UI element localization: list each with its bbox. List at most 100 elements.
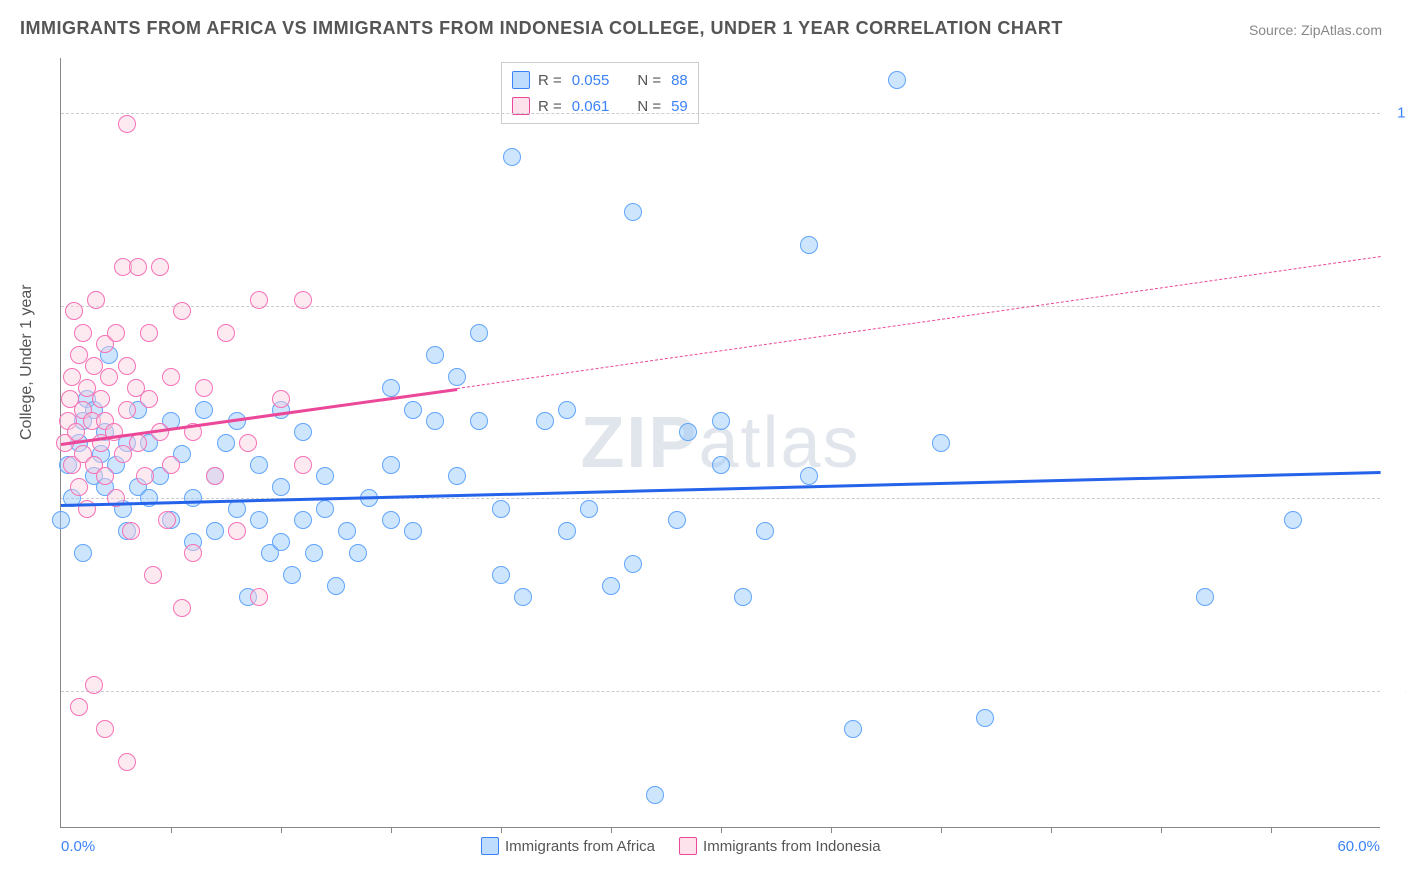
point-indonesia [239,434,257,452]
legend-item-indonesia: Immigrants from Indonesia [679,837,881,855]
correlation-legend: R = 0.055 N = 88 R = 0.061 N = 59 [501,62,699,124]
point-africa [426,412,444,430]
swatch-blue-icon [512,71,530,89]
point-africa [448,467,466,485]
source-label: Source: ZipAtlas.com [1249,22,1382,38]
point-africa [734,588,752,606]
point-africa [426,346,444,364]
x-minor-tick [501,827,502,833]
point-africa [448,368,466,386]
point-indonesia [162,456,180,474]
point-africa [195,401,213,419]
series-legend: Immigrants from Africa Immigrants from I… [481,837,881,855]
point-africa [580,500,598,518]
point-indonesia [96,467,114,485]
point-indonesia [228,522,246,540]
point-africa [503,148,521,166]
point-africa [1284,511,1302,529]
point-africa [283,566,301,584]
point-indonesia [162,368,180,386]
point-africa [492,500,510,518]
x-minor-tick [1161,827,1162,833]
point-africa [492,566,510,584]
point-indonesia [184,544,202,562]
x-minor-tick [1051,827,1052,833]
point-africa [712,456,730,474]
point-africa [514,588,532,606]
point-indonesia [217,324,235,342]
point-indonesia [85,676,103,694]
x-tick-end: 60.0% [1337,838,1380,855]
point-africa [327,577,345,595]
point-indonesia [65,302,83,320]
point-indonesia [206,467,224,485]
swatch-pink-icon [679,837,697,855]
point-indonesia [140,324,158,342]
point-indonesia [114,445,132,463]
legend-row-africa: R = 0.055 N = 88 [512,67,688,93]
point-africa [668,511,686,529]
y-tick-label: 100.0% [1388,105,1406,122]
x-minor-tick [391,827,392,833]
point-africa [646,786,664,804]
point-indonesia [70,698,88,716]
point-africa [470,412,488,430]
point-africa [888,71,906,89]
point-africa [800,236,818,254]
x-minor-tick [281,827,282,833]
point-indonesia [118,753,136,771]
point-indonesia [173,599,191,617]
x-minor-tick [941,827,942,833]
point-indonesia [158,511,176,529]
point-africa [272,478,290,496]
point-indonesia [144,566,162,584]
point-indonesia [151,258,169,276]
point-africa [294,511,312,529]
point-africa [316,467,334,485]
point-africa [382,511,400,529]
point-africa [932,434,950,452]
point-africa [206,522,224,540]
trendline-indonesia-dash [457,256,1381,389]
point-indonesia [74,324,92,342]
point-africa [602,577,620,595]
point-indonesia [87,291,105,309]
legend-row-indonesia: R = 0.061 N = 59 [512,93,688,119]
x-minor-tick [611,827,612,833]
chart-title: IMMIGRANTS FROM AFRICA VS IMMIGRANTS FRO… [20,18,1063,39]
point-indonesia [272,390,290,408]
gridline-h [61,691,1380,692]
point-indonesia [136,467,154,485]
point-africa [712,412,730,430]
point-indonesia [140,390,158,408]
point-africa [404,401,422,419]
point-indonesia [96,720,114,738]
point-africa [558,401,576,419]
point-indonesia [195,379,213,397]
point-africa [382,379,400,397]
point-africa [624,555,642,573]
y-tick-label: 82.5% [1388,297,1406,314]
point-africa [250,511,268,529]
point-africa [250,456,268,474]
point-africa [800,467,818,485]
point-africa [338,522,356,540]
point-indonesia [129,434,147,452]
trendline-africa [61,471,1381,507]
point-africa [349,544,367,562]
y-tick-label: 47.5% [1388,682,1406,699]
point-africa [184,489,202,507]
point-indonesia [294,291,312,309]
point-africa [294,423,312,441]
point-africa [272,533,290,551]
point-indonesia [122,522,140,540]
point-indonesia [118,401,136,419]
point-africa [976,709,994,727]
point-africa [536,412,554,430]
point-indonesia [100,368,118,386]
x-tick-start: 0.0% [61,838,95,855]
gridline-h [61,113,1380,114]
point-indonesia [118,357,136,375]
point-africa [844,720,862,738]
point-africa [1196,588,1214,606]
